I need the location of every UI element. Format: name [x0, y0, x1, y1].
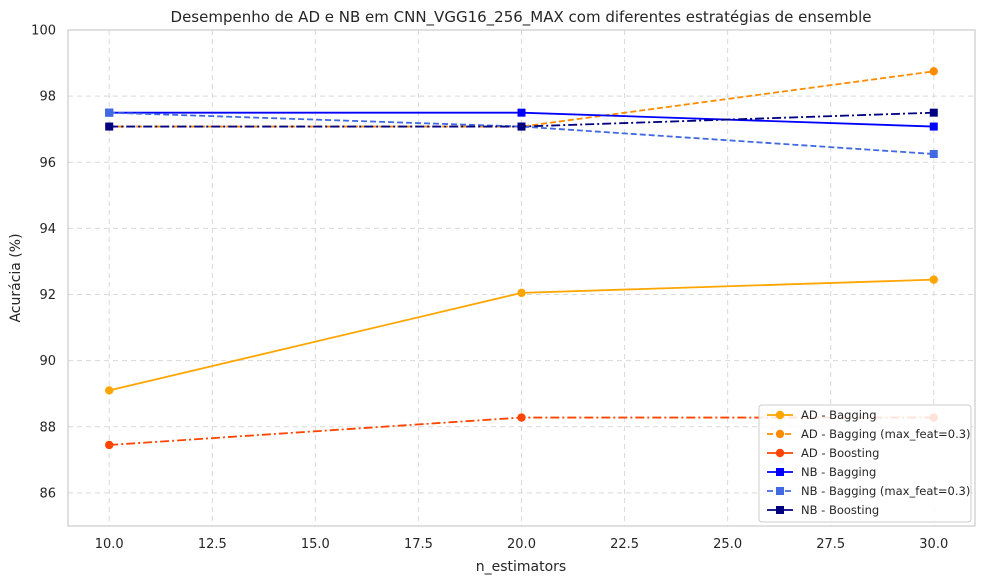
data-point [929, 108, 938, 117]
data-point [517, 288, 526, 298]
legend-marker [776, 487, 784, 495]
legend-marker [775, 410, 785, 420]
data-point [929, 67, 938, 76]
data-point [105, 440, 114, 450]
y-tick-label: 92 [39, 288, 56, 303]
y-tick-label: 88 [39, 420, 56, 435]
data-point [517, 413, 526, 422]
data-point [105, 122, 114, 131]
legend-marker [776, 468, 784, 476]
legend-item: NB - Bagging (max_feat=0.3) [767, 484, 970, 498]
data-point [929, 150, 938, 158]
x-tick-label: 17.5 [404, 537, 433, 552]
legend-label: NB - Bagging (max_feat=0.3) [801, 484, 970, 498]
y-axis-title: Acurácia (%) [8, 233, 24, 322]
data-point [517, 122, 526, 131]
plot-frame [67, 29, 976, 527]
legend-item: NB - Bagging [767, 465, 876, 479]
x-tick-label: 20.0 [507, 537, 536, 552]
legend-label: AD - Bagging [801, 408, 877, 422]
x-tick-label: 27.5 [816, 537, 845, 552]
chart-title: Desempenho de AD e NB em CNN_VGG16_256_M… [171, 8, 872, 27]
legend-label: AD - Bagging (max_feat=0.3) [801, 427, 971, 441]
legend: AD - Bagging AD - Bagging (max_feat=0.3) A… [758, 404, 972, 523]
legend-label: NB - Bagging [801, 465, 876, 479]
series-line [109, 111, 934, 155]
data-point [105, 386, 114, 395]
data-point [929, 275, 938, 284]
y-tick-label: 100 [31, 24, 56, 39]
x-tick-label: 15.0 [301, 537, 330, 552]
legend-item: NB - Boosting [767, 503, 879, 517]
data-point [929, 122, 938, 131]
x-tick-label: 10.0 [95, 537, 124, 552]
x-tick-label: 30.0 [919, 537, 948, 552]
legend-marker [775, 448, 785, 458]
y-tick-label: 96 [39, 156, 56, 171]
x-tick-label: 22.5 [610, 537, 639, 552]
series-0 [105, 275, 938, 395]
y-tick-label: 94 [39, 222, 56, 237]
y-tick-label: 98 [39, 90, 56, 105]
legend-label: AD - Boosting [801, 446, 879, 460]
x-axis-title: n_estimators [476, 559, 566, 575]
legend-marker [775, 429, 785, 439]
legend-label: NB - Boosting [801, 503, 879, 517]
x-tick-label: 12.5 [198, 537, 227, 552]
series-5 [105, 108, 938, 131]
y-tick-label: 90 [39, 354, 56, 369]
legend-box [758, 404, 972, 523]
legend-item: AD - Bagging (max_feat=0.3) [767, 427, 971, 441]
x-tick-label: 25.0 [713, 537, 742, 552]
legend-item: AD - Boosting [767, 446, 879, 460]
y-tick-label: 86 [39, 486, 56, 501]
data-point [517, 108, 526, 117]
data-point [105, 108, 114, 117]
legend-item: AD - Bagging [767, 408, 877, 422]
y-axis-ticks: 86 88 90 92 94 96 98 100 [31, 24, 56, 502]
legend-marker [776, 506, 784, 514]
x-axis-ticks: 10.0 12.5 15.0 17.5 20.0 22.5 25.0 27.5 30.0 [95, 537, 948, 552]
